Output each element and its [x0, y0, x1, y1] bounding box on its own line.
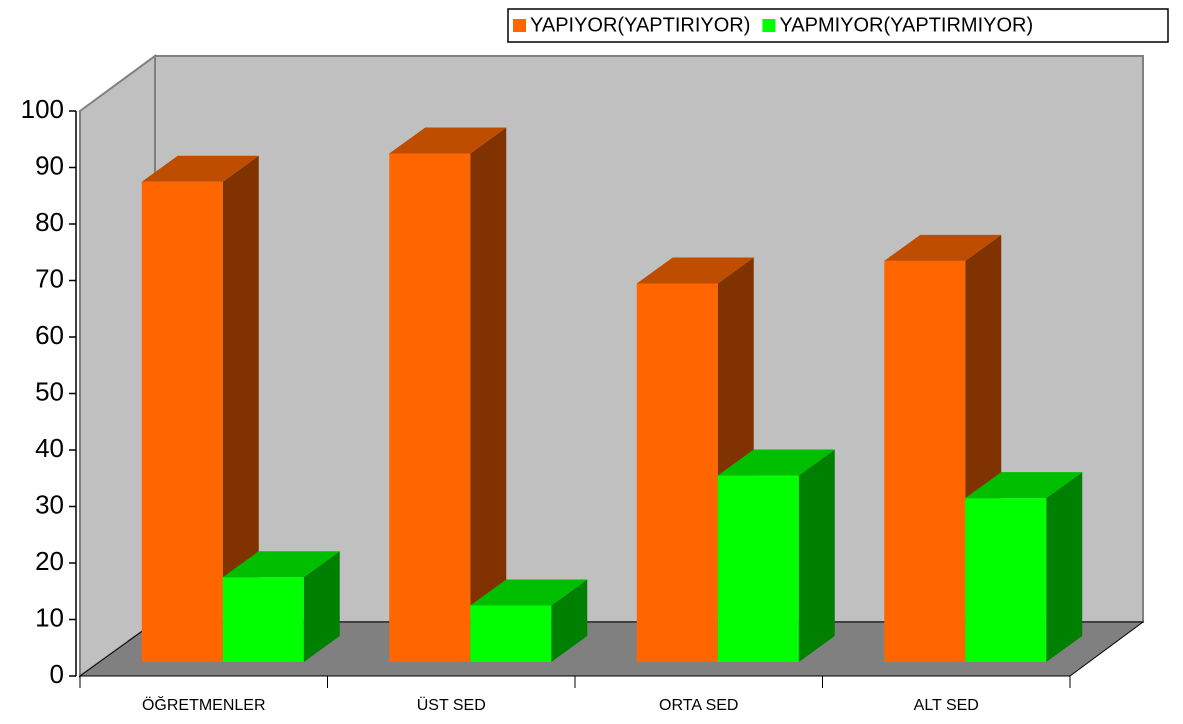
bar-top [470, 579, 588, 606]
bar-top [884, 234, 1002, 261]
x-tick-label: ÖĞRETMENLER [142, 695, 266, 714]
legend-label: YAPMIYOR(YAPTIRMIYOR) [779, 14, 1033, 36]
x-tick-label: ALT SED [914, 697, 979, 714]
bar-top [141, 155, 259, 182]
y-tick-label: 60 [35, 320, 64, 350]
y-tick-label: 40 [35, 433, 64, 463]
y-tick-label: 0 [50, 659, 64, 689]
bar [470, 605, 552, 662]
bar-top [717, 449, 835, 476]
y-tick-label: 20 [35, 546, 64, 576]
y-tick-label: 30 [35, 489, 64, 519]
bar-side [798, 449, 835, 662]
bar [222, 577, 304, 662]
bar [717, 475, 799, 662]
bar-side [1046, 472, 1083, 662]
bar-top [965, 472, 1083, 499]
bar-top [636, 257, 754, 284]
x-tick-label: ÜST SED [417, 696, 486, 714]
bar [965, 498, 1047, 662]
y-tick-label: 50 [35, 376, 64, 406]
y-tick-label: 100 [21, 94, 64, 124]
legend-swatch [513, 19, 526, 32]
bar [636, 283, 718, 662]
bar-side [551, 579, 588, 662]
y-tick-label: 90 [35, 150, 64, 180]
bar [141, 181, 223, 662]
bar-top [389, 127, 507, 154]
y-tick-label: 70 [35, 263, 64, 293]
legend [507, 8, 1169, 43]
x-tick-label: ORTA SED [659, 697, 738, 714]
legend-swatch [762, 19, 776, 32]
bar [389, 153, 471, 662]
legend-label: YAPIYOR(YAPTIRIYOR) [530, 14, 750, 36]
y-tick-label: 10 [35, 602, 64, 632]
bar [884, 260, 966, 662]
bar-side [470, 127, 507, 662]
bar-top [222, 551, 340, 578]
y-tick-label: 80 [35, 207, 64, 237]
bar-side [303, 551, 340, 662]
bar-side [222, 155, 259, 662]
